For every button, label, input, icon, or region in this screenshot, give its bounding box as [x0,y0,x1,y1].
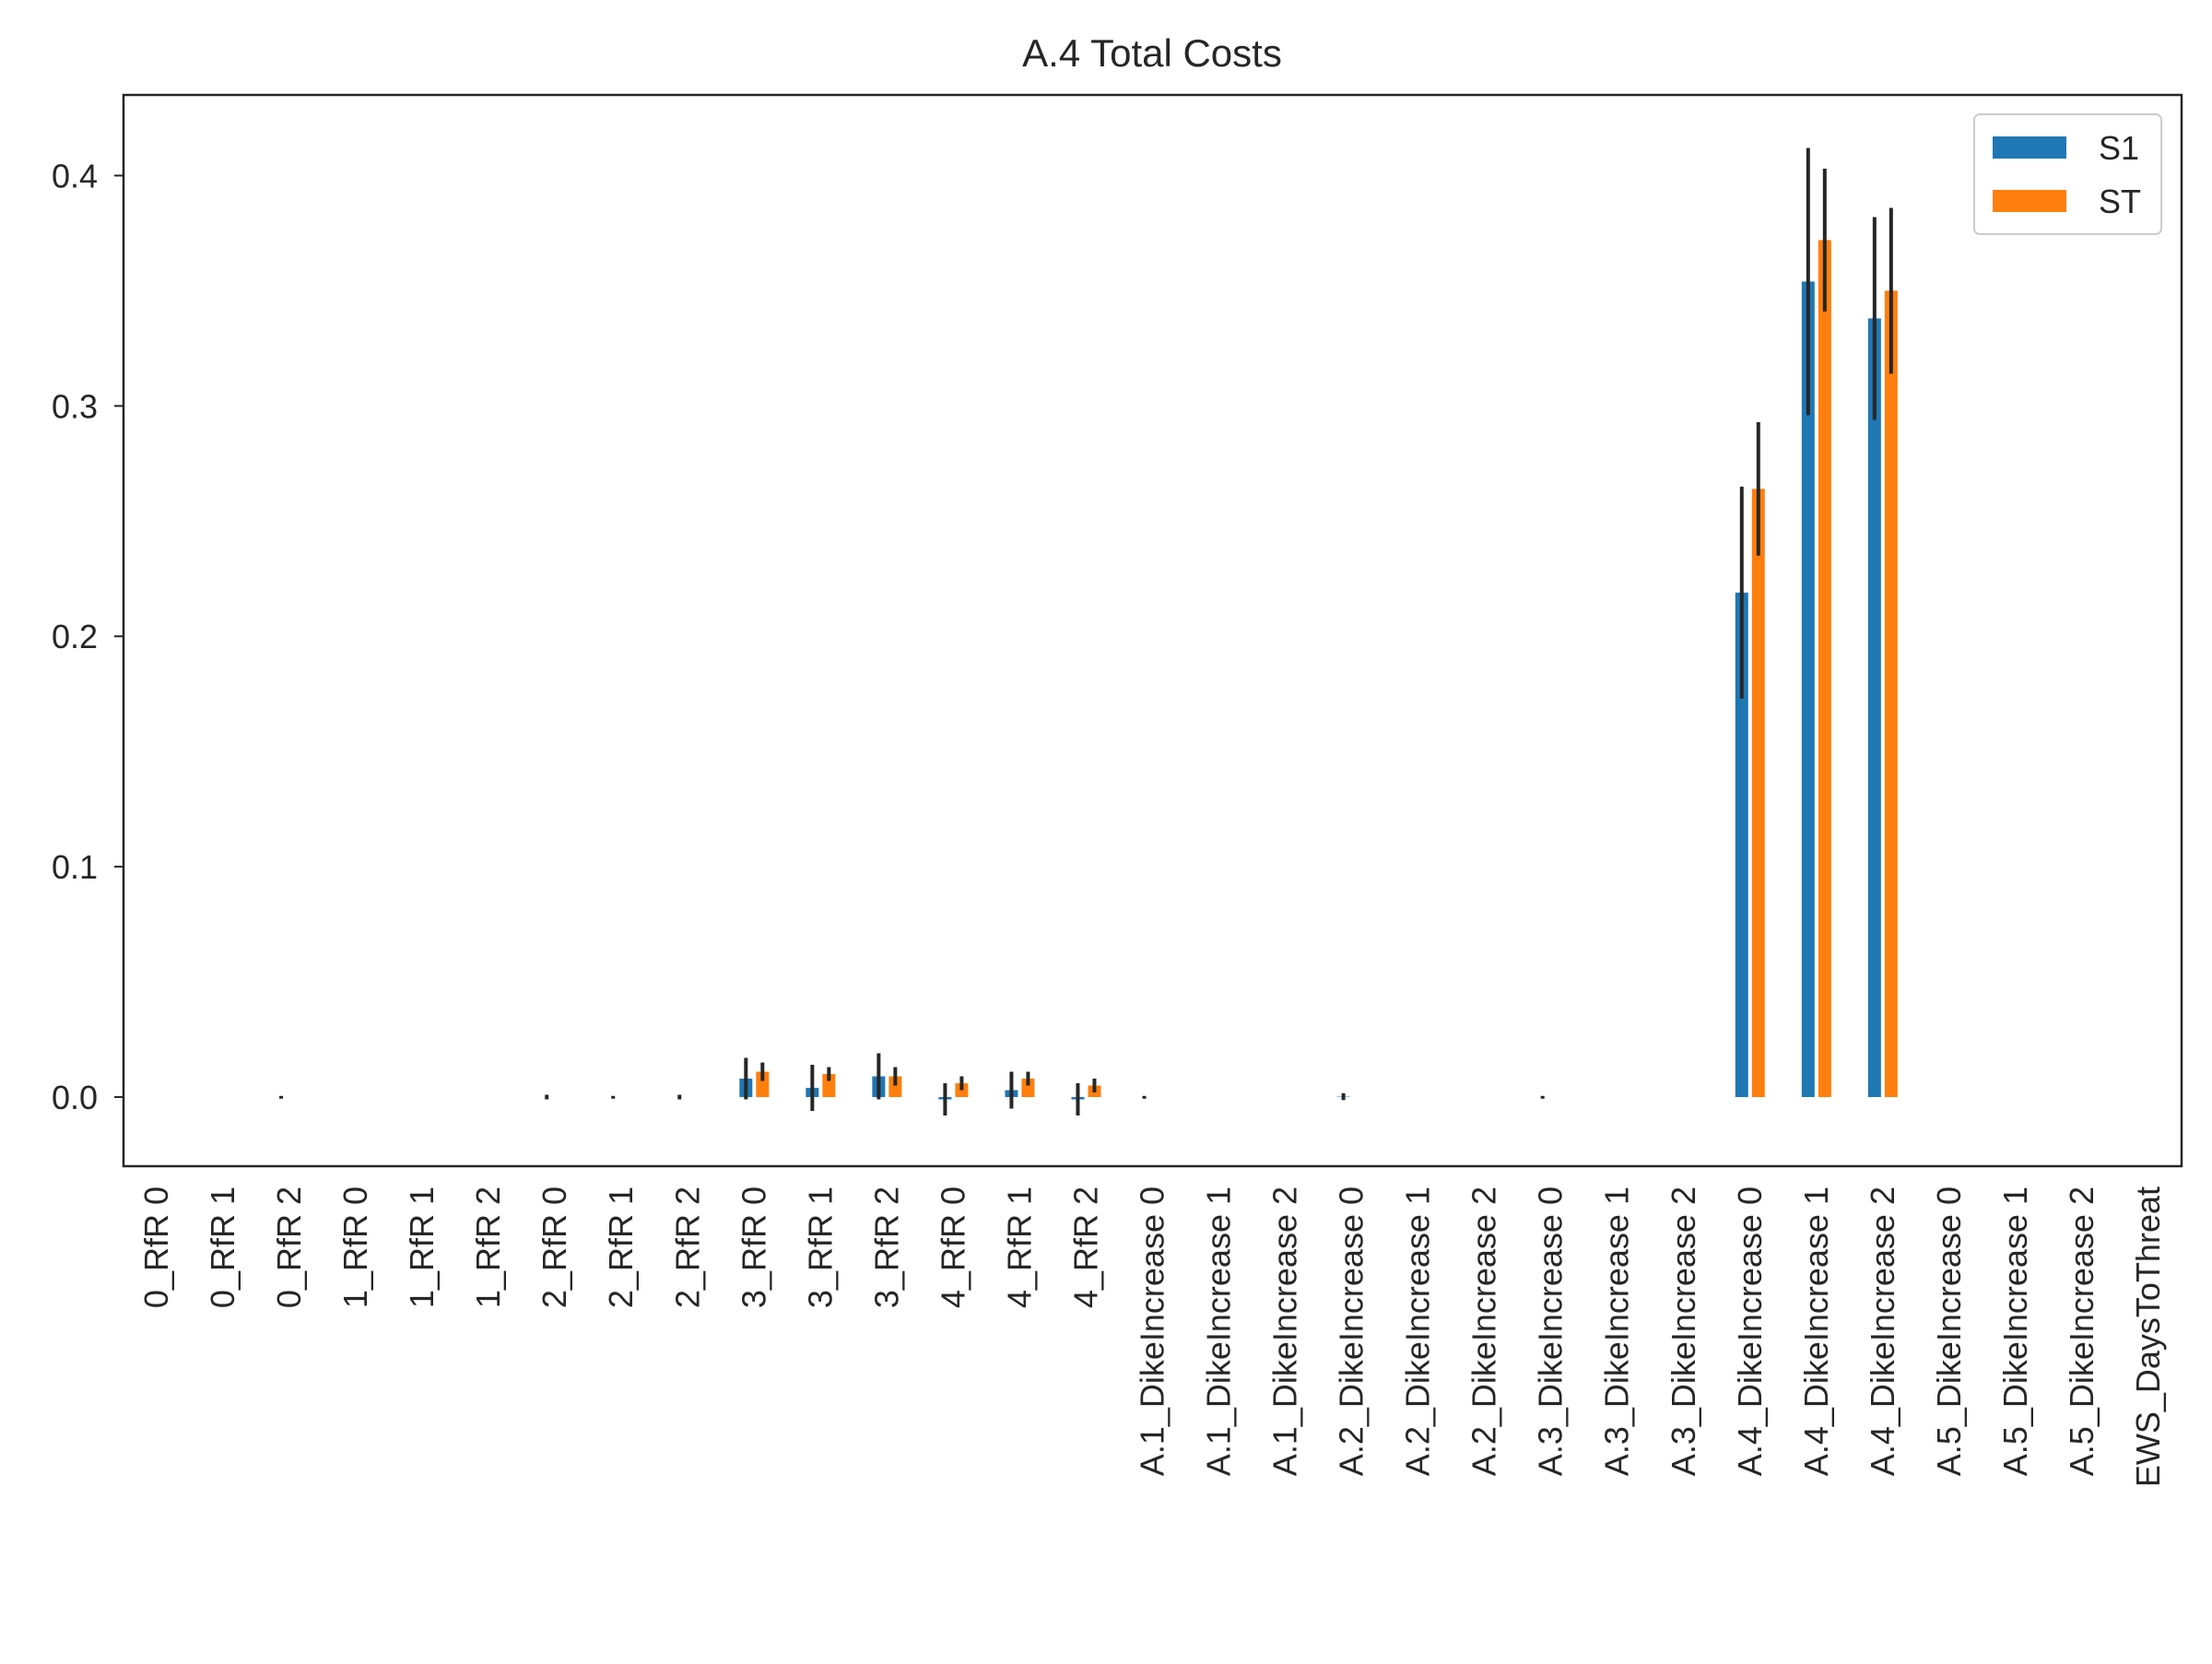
x-tick-label: A.1_DikeIncrease 1 [1200,1186,1238,1476]
bar-st [1818,240,1831,1097]
x-tick-label: EWS_DaysToThreat [2129,1186,2167,1487]
x-tick-label: 2_RfR 0 [535,1186,573,1308]
legend-swatch-s1 [1993,136,2066,159]
y-tick-label: 0.4 [52,157,98,195]
y-tick-label: 0.0 [52,1079,98,1116]
bar-st [1885,290,1898,1097]
legend-label-s1: S1 [2099,129,2139,167]
x-tick-label: 3_RfR 2 [867,1186,905,1308]
x-tick-label: A.3_DikeIncrease 1 [1598,1186,1636,1476]
x-tick-label: 0_RfR 1 [204,1186,241,1308]
x-tick-label: 1_RfR 2 [469,1186,507,1308]
chart-title: A.4 Total Costs [1022,31,1282,75]
x-tick-label: A.2_DikeIncrease 0 [1333,1186,1371,1476]
x-tick-label: 3_RfR 0 [735,1186,772,1308]
legend-label-st: ST [2099,183,2141,220]
y-tick-label: 0.1 [52,848,98,886]
x-tick-label: A.5_DikeIncrease 0 [1930,1186,1968,1476]
x-tick-label: 4_RfR 1 [1000,1186,1038,1308]
x-tick-label: 2_RfR 2 [668,1186,706,1308]
x-tick-label: A.2_DikeIncrease 2 [1465,1186,1503,1476]
x-tick-label: 1_RfR 1 [403,1186,441,1308]
y-tick-label: 0.2 [52,618,98,655]
legend-swatch-st [1993,190,2066,212]
bar-st [1752,489,1765,1097]
x-tick-label: A.4_DikeIncrease 0 [1731,1186,1769,1476]
x-tick-label: A.4_DikeIncrease 2 [1864,1186,1901,1476]
x-tick-label: 4_RfR 2 [1066,1186,1104,1308]
y-tick-label: 0.3 [52,387,98,425]
bar-s1 [1868,318,1881,1097]
legend: S1 ST [1974,114,2161,234]
x-tick-label: A.5_DikeIncrease 1 [1996,1186,2034,1476]
x-tick-label: A.3_DikeIncrease 0 [1532,1186,1570,1476]
x-tick-label: A.2_DikeIncrease 1 [1399,1186,1437,1476]
x-tick-label: 0_RfR 2 [270,1186,308,1308]
x-tick-label: A.1_DikeIncrease 2 [1266,1186,1304,1476]
x-tick-label: A.3_DikeIncrease 2 [1665,1186,1702,1476]
x-tick-label: 2_RfR 1 [602,1186,640,1308]
x-tick-label: A.4_DikeIncrease 1 [1797,1186,1835,1476]
x-tick-label: 0_RfR 0 [137,1186,175,1308]
x-tick-label: 4_RfR 0 [934,1186,971,1308]
x-tick-label: A.1_DikeIncrease 0 [1134,1186,1171,1476]
x-tick-label: A.5_DikeIncrease 2 [2063,1186,2100,1476]
x-tick-label: 1_RfR 0 [336,1186,374,1308]
x-tick-label: 3_RfR 1 [801,1186,839,1308]
